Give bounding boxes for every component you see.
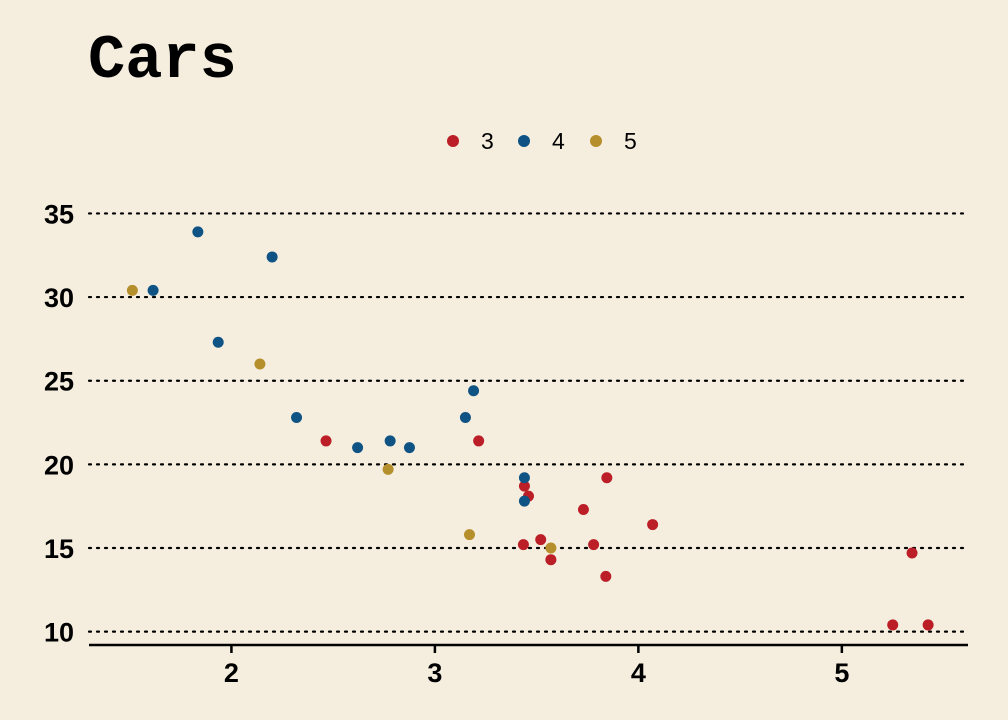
data-point — [588, 539, 600, 551]
data-point — [887, 619, 899, 631]
axes: 10 15 20 25 30 35 2 3 4 5 — [44, 199, 968, 688]
data-point — [545, 542, 557, 554]
data-point — [601, 472, 613, 484]
data-point — [147, 284, 159, 296]
data-point — [545, 554, 557, 566]
x-tick-label: 3 — [427, 658, 442, 688]
legend-marker — [590, 135, 602, 147]
data-point — [459, 412, 471, 424]
data-point — [320, 435, 332, 447]
legend: 3 4 5 — [447, 128, 637, 154]
y-tick-label: 35 — [44, 199, 74, 229]
legend-label: 4 — [552, 128, 565, 154]
data-point — [535, 534, 547, 546]
data-point — [212, 336, 224, 348]
data-point — [473, 435, 485, 447]
legend-label: 3 — [481, 128, 494, 154]
data-point — [468, 385, 480, 397]
gridlines — [87, 212, 970, 633]
data-point — [906, 547, 918, 559]
y-tick-label: 25 — [44, 367, 74, 397]
legend-label: 5 — [624, 128, 637, 154]
data-point — [518, 480, 530, 492]
data-point — [291, 412, 303, 424]
data-point — [647, 519, 659, 531]
y-tick-label: 20 — [44, 450, 74, 480]
x-tick-label: 5 — [834, 658, 849, 688]
x-tick-label: 4 — [631, 658, 646, 688]
data-point — [254, 358, 266, 370]
x-tick-label: 2 — [224, 658, 239, 688]
data-point — [518, 495, 530, 507]
y-tick-label: 15 — [44, 534, 74, 564]
data-point — [403, 442, 415, 454]
data-point — [192, 226, 204, 238]
data-point — [518, 472, 530, 484]
data-point — [517, 539, 529, 551]
data-point — [577, 504, 589, 516]
data-points — [126, 226, 934, 631]
legend-marker — [518, 135, 530, 147]
data-point — [600, 570, 612, 582]
data-point — [352, 442, 364, 454]
chart-title: Cars — [88, 25, 237, 96]
data-point — [922, 619, 934, 631]
legend-marker — [447, 135, 459, 147]
data-point — [463, 529, 475, 541]
data-point — [266, 251, 278, 263]
y-tick-label: 10 — [44, 618, 74, 648]
y-tick-label: 30 — [44, 283, 74, 313]
data-point — [384, 435, 396, 447]
data-point — [382, 463, 394, 475]
data-point — [126, 284, 138, 296]
